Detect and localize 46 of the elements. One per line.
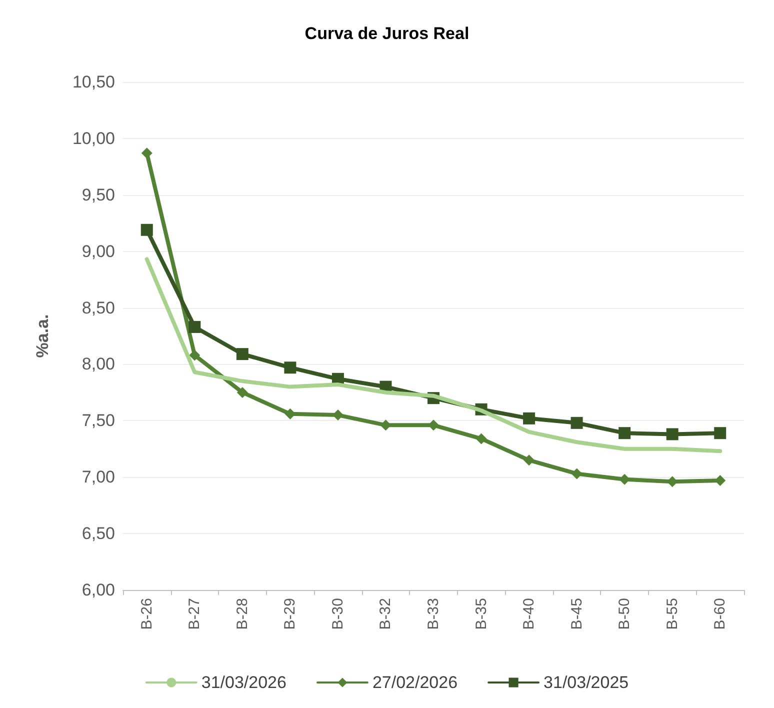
y-tick-label: 8,50 xyxy=(82,298,115,318)
point xyxy=(189,350,200,361)
y-tick-label: 7,00 xyxy=(82,468,115,487)
point xyxy=(523,412,536,424)
x-tick-label: B-26 xyxy=(138,598,156,630)
y-tick-label: 6,00 xyxy=(82,580,115,600)
legend-label: 31/03/2026 xyxy=(201,673,286,692)
point xyxy=(140,224,153,236)
x-tick-label: B-32 xyxy=(377,598,394,630)
point xyxy=(141,148,152,159)
legend-label: 27/02/2026 xyxy=(372,673,458,692)
x-tick-label: B-27 xyxy=(186,598,204,630)
point xyxy=(666,428,678,440)
point xyxy=(188,320,201,333)
point xyxy=(476,433,487,444)
point xyxy=(524,454,535,466)
x-tick-label: B-55 xyxy=(664,598,681,630)
x-tick-label: B-28 xyxy=(234,598,251,630)
point xyxy=(618,427,631,440)
point xyxy=(714,475,726,486)
chart-title: Curva de Juros Real xyxy=(304,24,470,43)
line-series xyxy=(144,257,722,454)
y-tick-label: 10,00 xyxy=(72,128,115,148)
x-tick-label: B-35 xyxy=(472,598,490,630)
point xyxy=(428,420,439,431)
point xyxy=(236,348,248,360)
x-tick-label: B-45 xyxy=(568,598,586,630)
y-tick-label: 6,50 xyxy=(82,524,115,544)
point xyxy=(714,427,726,440)
y-tick-label: 10,50 xyxy=(72,72,115,92)
point xyxy=(571,468,582,480)
y-tick-label: 9,00 xyxy=(82,242,115,261)
y-tick-label: 9,50 xyxy=(82,185,115,204)
y-tick-label: 8,00 xyxy=(82,354,115,374)
x-tick-label: B-60 xyxy=(712,598,729,630)
point xyxy=(236,386,248,398)
x-tick-label: B-50 xyxy=(616,598,634,630)
x-tick-label: B-33 xyxy=(425,598,442,630)
point xyxy=(284,362,296,374)
x-tick-label: B-30 xyxy=(329,598,346,630)
x-tick-label: B-29 xyxy=(282,598,299,630)
x-tick-label: B-40 xyxy=(520,598,538,630)
y-axis-title: %a.a. xyxy=(33,314,52,358)
legend-label: 31/03/2025 xyxy=(544,673,629,692)
point xyxy=(570,416,583,429)
y-tick-label: 7,50 xyxy=(82,411,115,430)
